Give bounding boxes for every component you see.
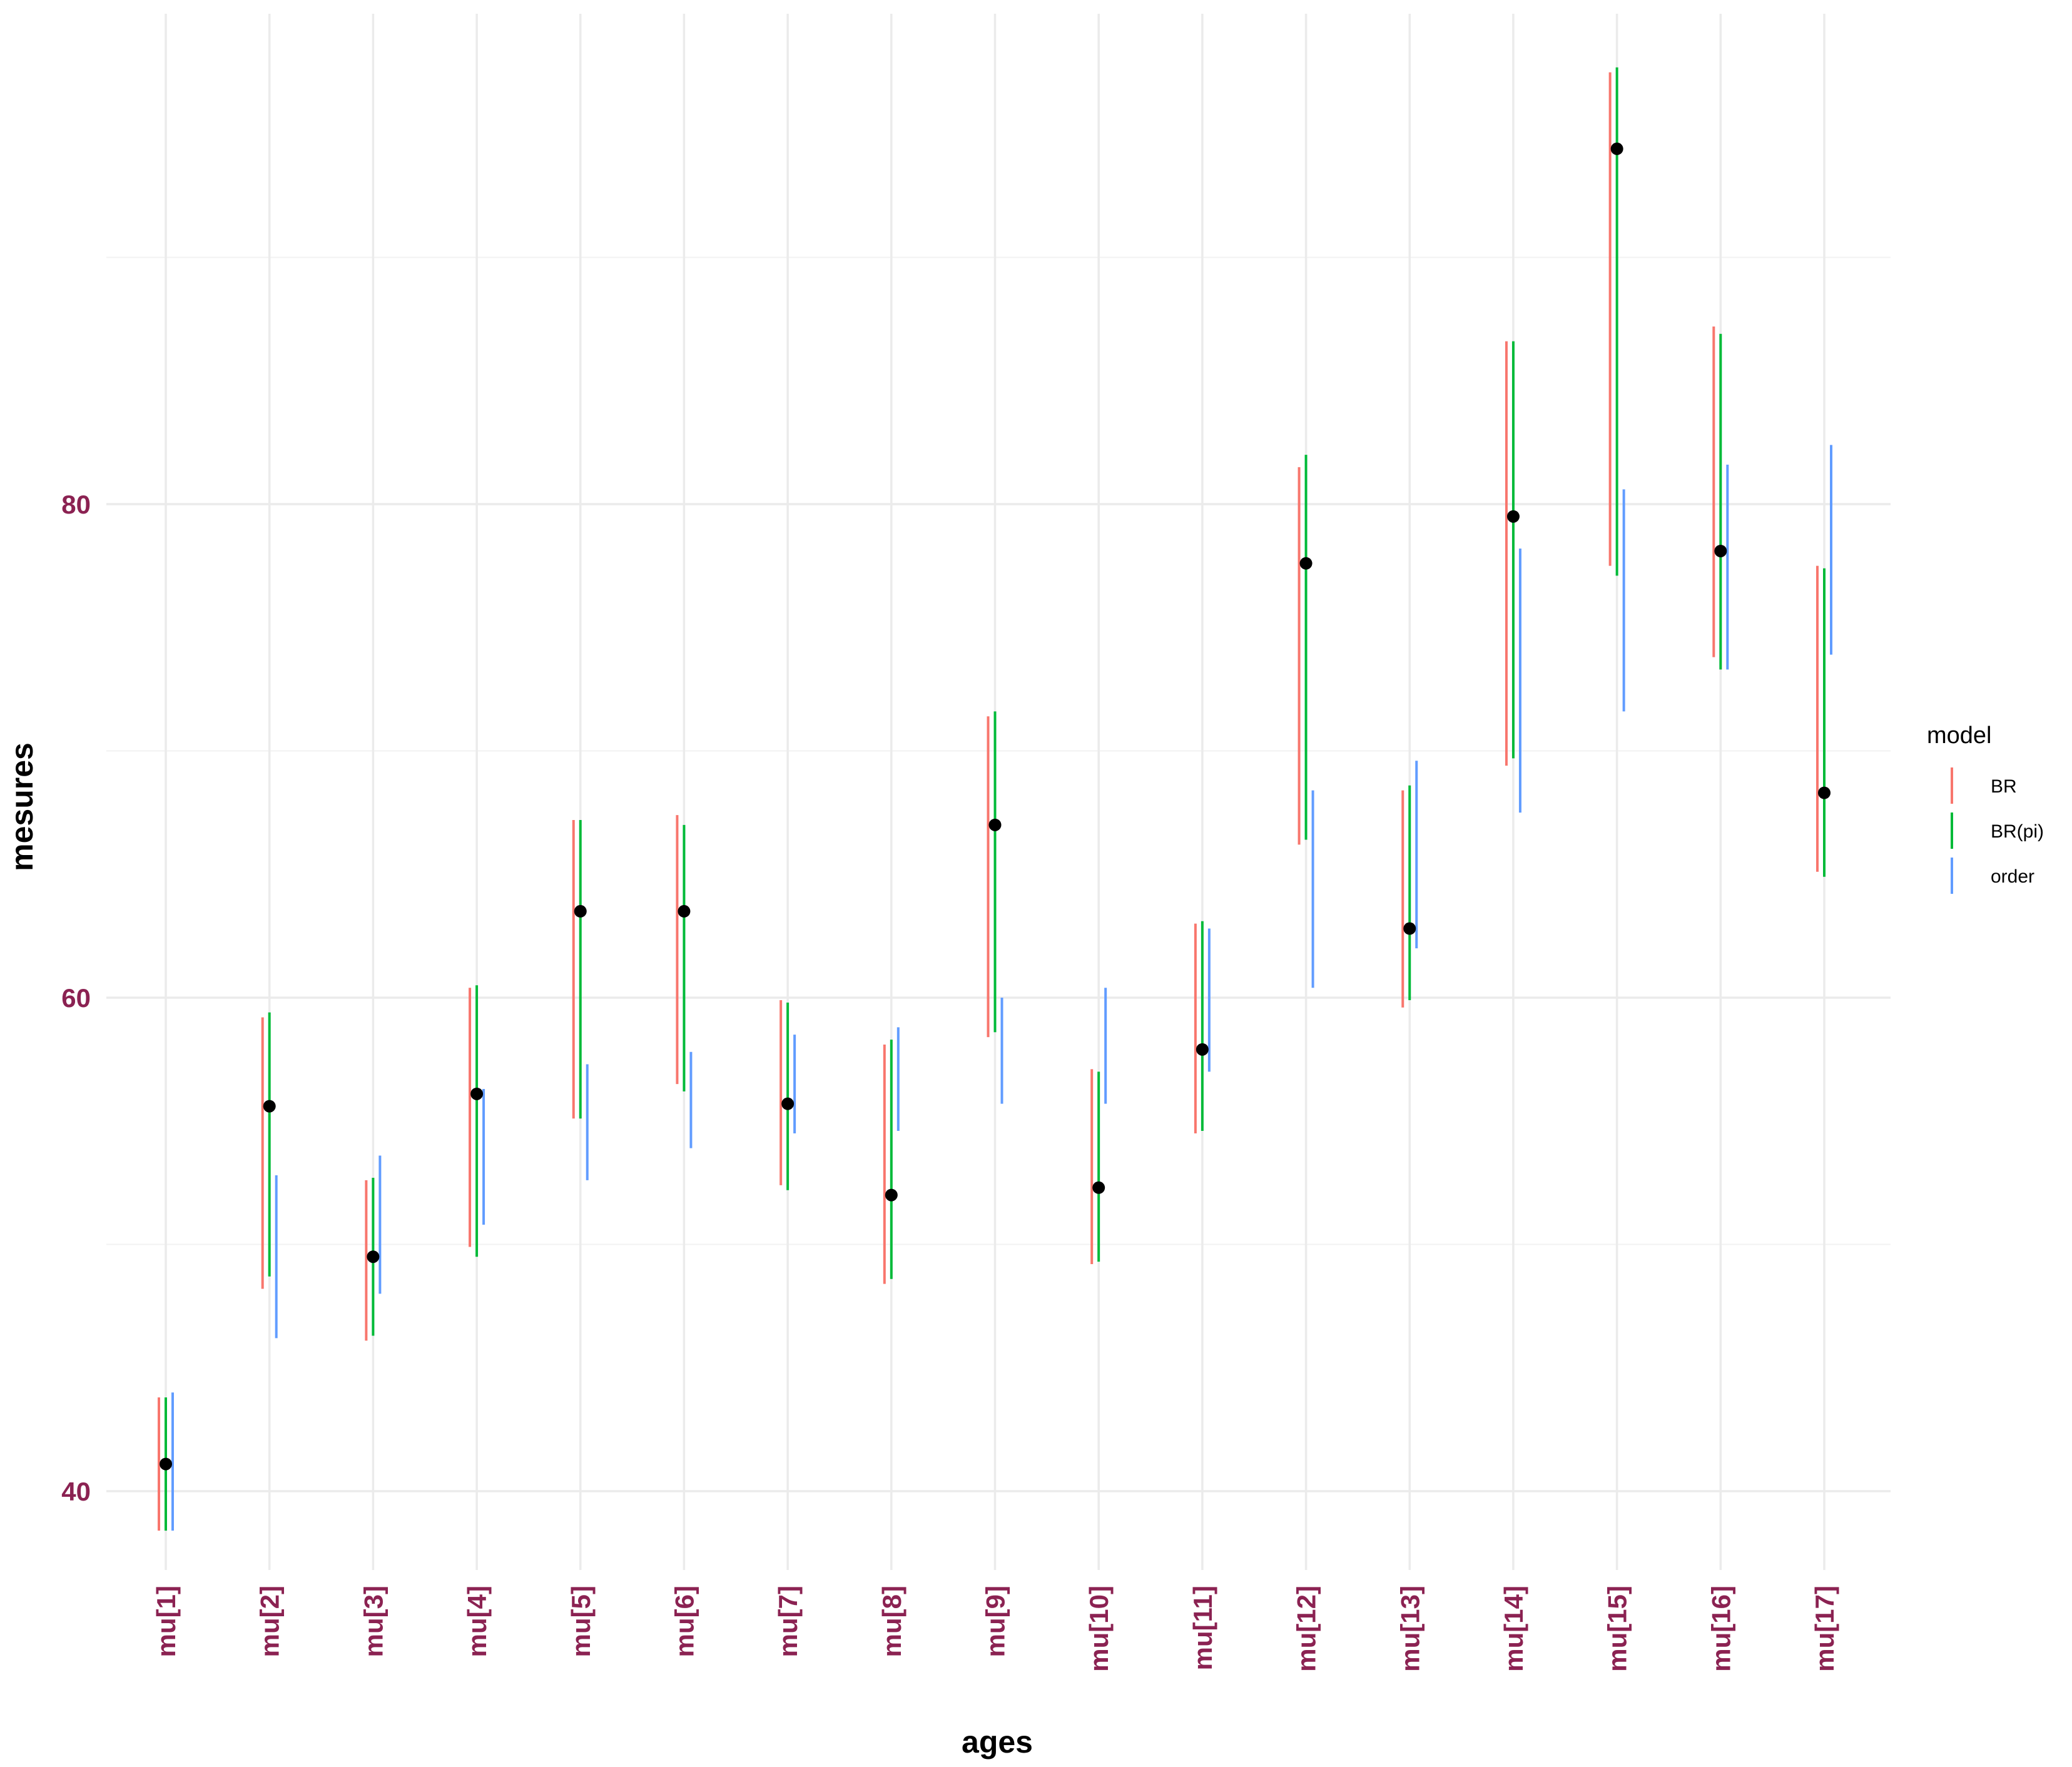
grid: [106, 14, 1891, 1570]
point-mu[7]: [781, 1097, 795, 1110]
y-tick-label-40: 40: [61, 1477, 91, 1506]
legend-title: model: [1927, 722, 1992, 749]
x-tick-label-mu[12]: mu[12]: [1292, 1586, 1321, 1672]
x-tick-label-mu[1]: mu[1]: [151, 1586, 181, 1657]
point-mu[10]: [1092, 1181, 1105, 1194]
legend-items: BR BR(pi) order: [1951, 767, 2044, 894]
point-mu[17]: [1818, 786, 1831, 799]
point-mu[4]: [470, 1087, 484, 1100]
point-estimates: [160, 142, 1831, 1471]
y-tick-label-80: 80: [61, 490, 91, 519]
x-tick-label-mu[3]: mu[3]: [358, 1586, 388, 1657]
x-tick-label-mu[8]: mu[8]: [877, 1586, 906, 1657]
legend-label-order: order: [1991, 866, 2034, 887]
point-mu[16]: [1714, 544, 1727, 557]
x-tick-label-mu[4]: mu[4]: [462, 1586, 492, 1657]
x-tick-label-mu[17]: mu[17]: [1810, 1586, 1839, 1672]
x-axis-title: ages: [962, 1724, 1033, 1759]
x-tick-label-mu[6]: mu[6]: [669, 1586, 699, 1657]
point-mu[6]: [678, 904, 691, 918]
point-mu[11]: [1196, 1043, 1209, 1056]
legend-label-BR: BR: [1991, 776, 2017, 797]
point-mu[15]: [1610, 142, 1623, 155]
x-tick-label-mu[15]: mu[15]: [1603, 1586, 1632, 1672]
point-mu[3]: [367, 1250, 380, 1263]
point-mu[8]: [885, 1188, 898, 1202]
x-tick-label-mu[9]: mu[9]: [981, 1586, 1010, 1657]
point-mu[13]: [1403, 922, 1416, 935]
point-mu[9]: [988, 818, 1002, 831]
x-tick-label-mu[11]: mu[11]: [1188, 1586, 1217, 1670]
y-axis-ticks: 40 60 80: [61, 490, 91, 1506]
x-tick-label-mu[16]: mu[16]: [1706, 1586, 1735, 1672]
point-mu[2]: [263, 1100, 276, 1113]
x-tick-label-mu[10]: mu[10]: [1084, 1586, 1114, 1672]
x-tick-label-mu[13]: mu[13]: [1395, 1586, 1424, 1672]
x-axis-ticks: mu[1] mu[2] mu[3] mu[4] mu[5] mu[6] mu[7] mu[8]…: [151, 1586, 1839, 1672]
legend-label-BR(pi): BR(pi): [1991, 821, 2044, 842]
point-mu[1]: [160, 1457, 172, 1471]
legend: model BR BR(pi) order: [1927, 722, 2044, 894]
error-bars: [158, 67, 1832, 1531]
point-mu[12]: [1299, 557, 1313, 570]
y-tick-label-60: 60: [61, 983, 91, 1013]
point-mu[14]: [1506, 510, 1520, 523]
y-axis-title: mesures: [4, 742, 39, 871]
x-tick-label-mu[14]: mu[14]: [1499, 1586, 1528, 1672]
x-tick-label-mu[7]: mu[7]: [773, 1586, 803, 1657]
x-tick-label-mu[5]: mu[5]: [566, 1586, 596, 1657]
point-mu[5]: [574, 904, 587, 918]
x-tick-label-mu[2]: mu[2]: [255, 1586, 285, 1657]
